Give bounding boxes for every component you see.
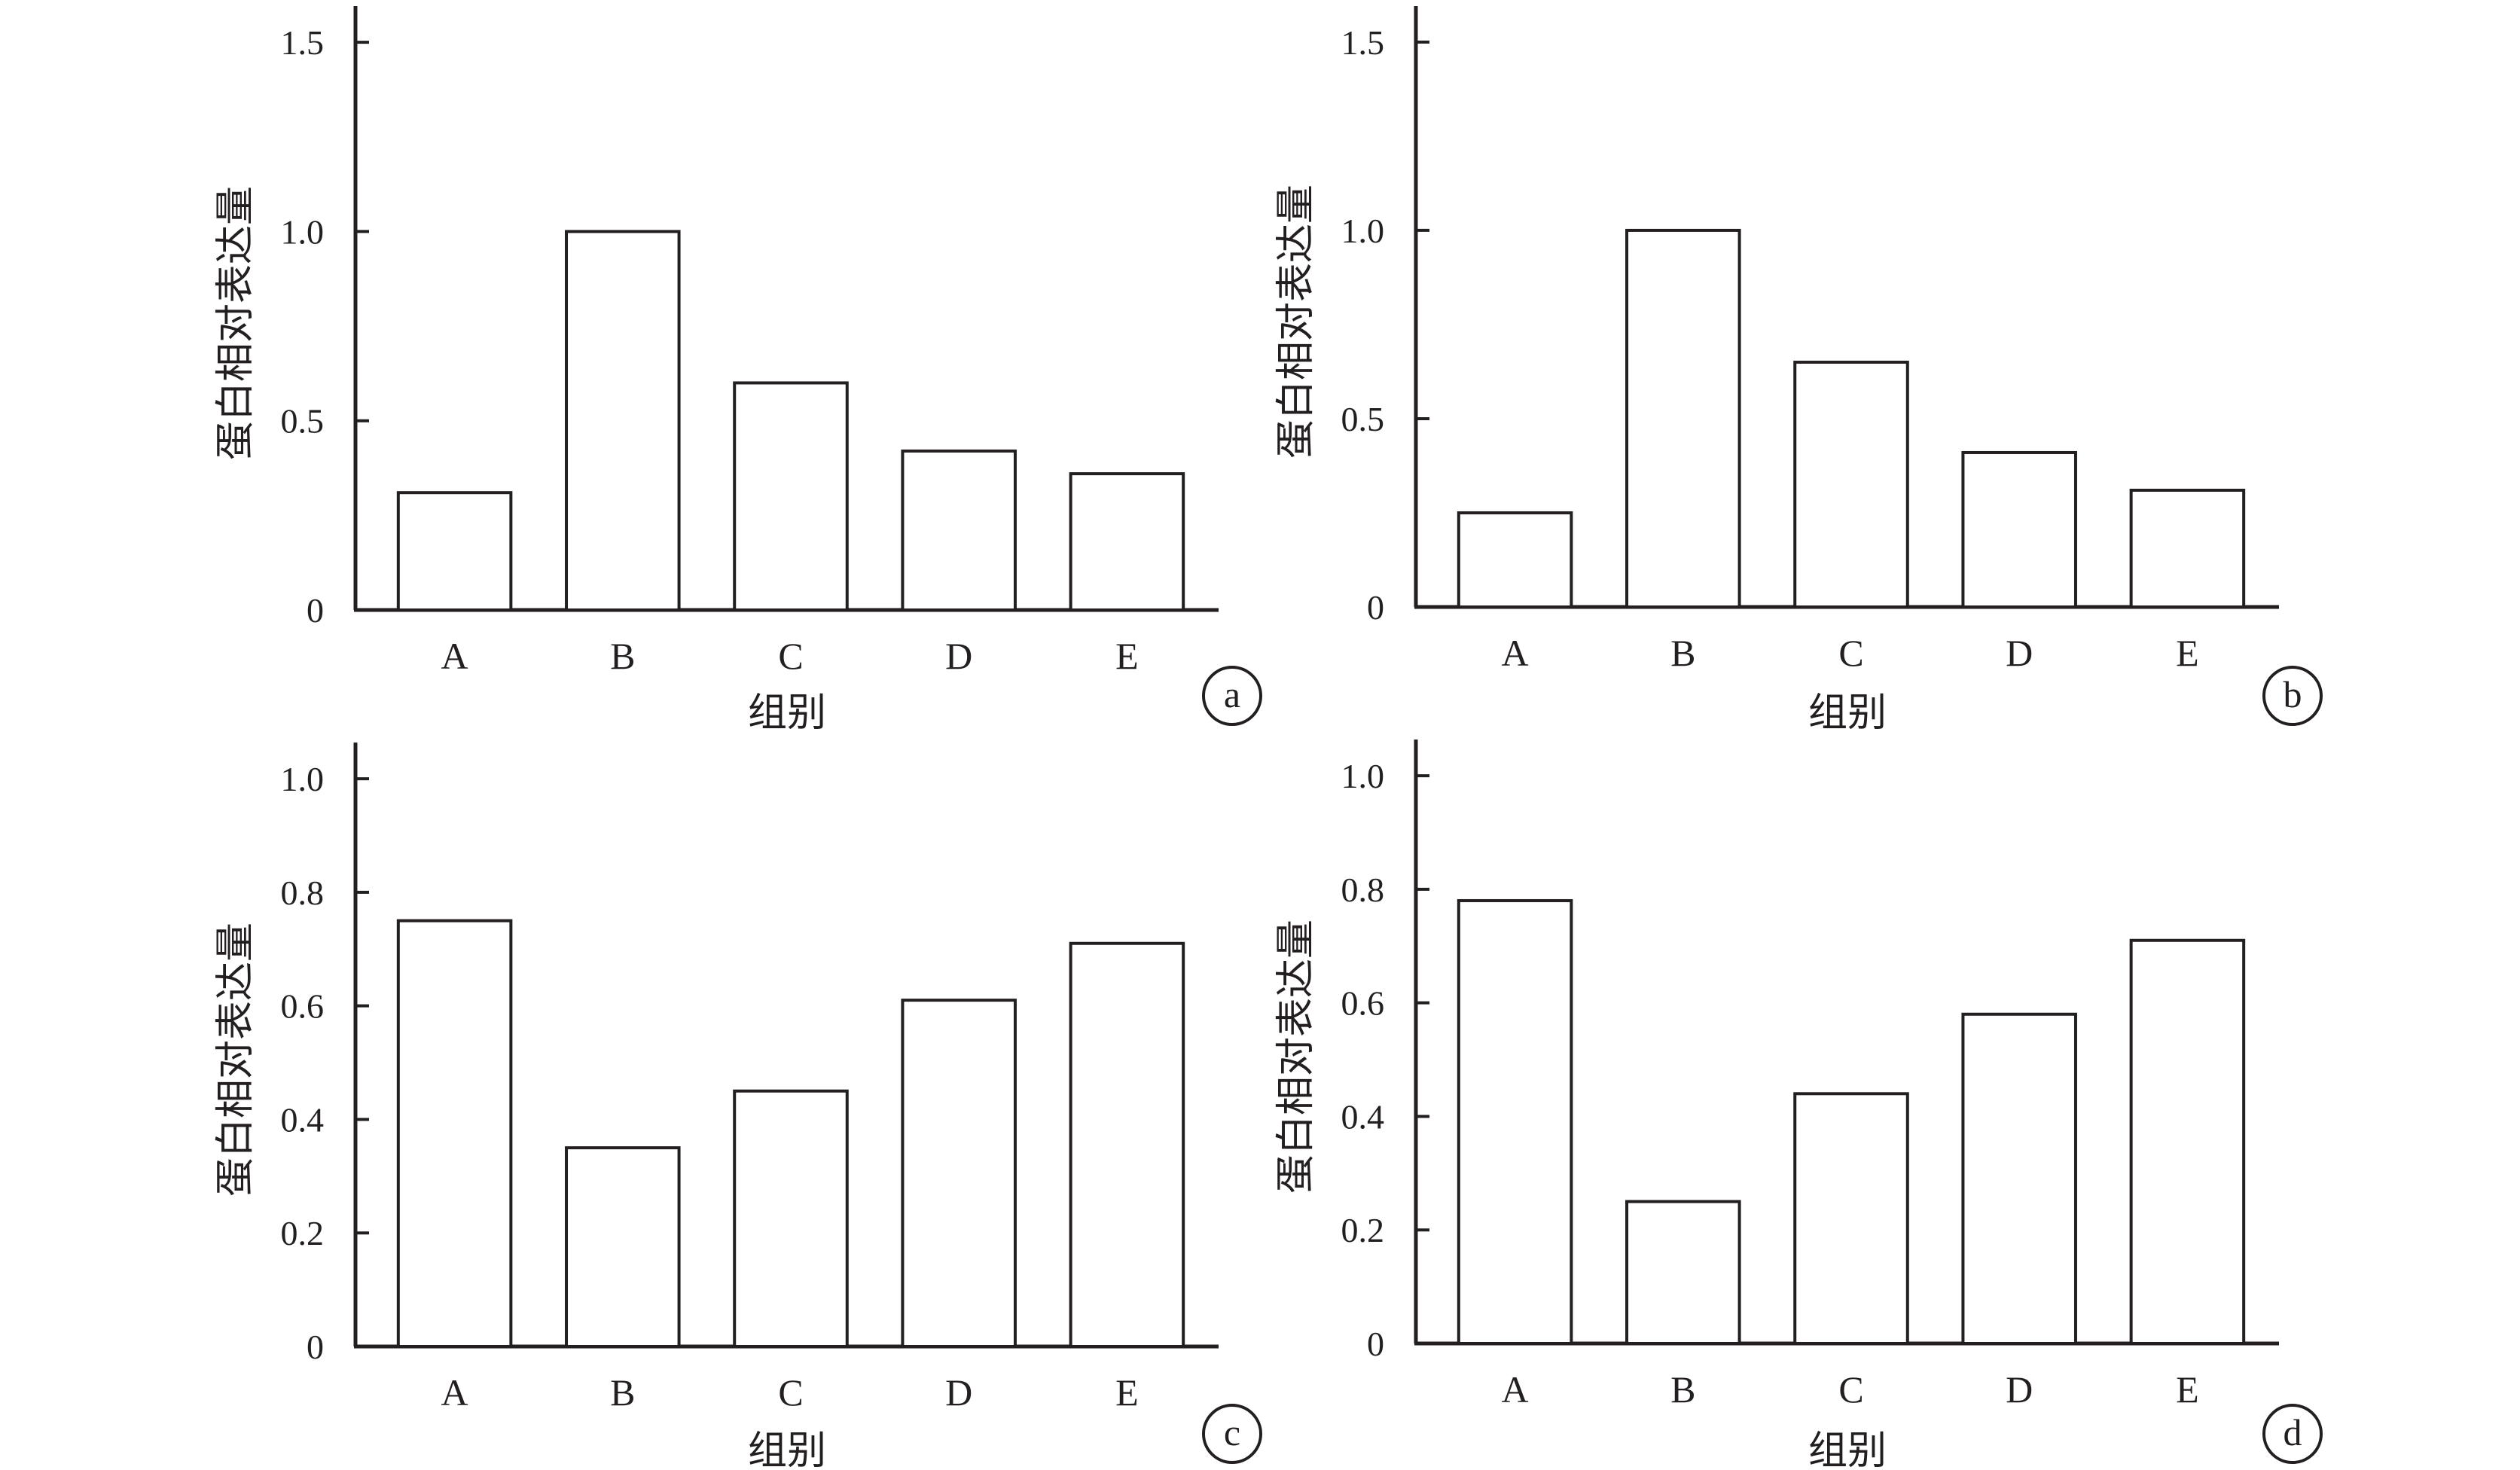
x-category-label: A (1502, 1368, 1529, 1411)
y-tick-label: 0 (307, 1328, 324, 1366)
bar-A (1457, 898, 1573, 1346)
bar-C (1793, 360, 1909, 608)
bar-D (1961, 450, 2077, 609)
y-tick-label: 0.2 (1341, 1211, 1385, 1249)
bar-D (901, 449, 1017, 611)
y-axis-title: 蛋白相对表达量 (213, 186, 258, 460)
x-category-label: C (778, 1371, 803, 1414)
x-axis-title: 组别 (748, 1429, 826, 1470)
bar-B (565, 1146, 681, 1348)
y-tick-label: 0.6 (1341, 984, 1385, 1023)
panel-label-circle (2262, 666, 2323, 726)
y-tick-label: 0.8 (281, 874, 325, 912)
bar-A (396, 491, 513, 611)
x-category-label: E (2176, 1368, 2199, 1411)
x-category-label: C (1838, 1368, 1863, 1411)
bar-C (1793, 1092, 1909, 1346)
y-tick-label: 1.5 (1341, 23, 1385, 62)
y-axis-title: 蛋白相对表达量 (1274, 185, 1319, 459)
panel-label: a (1224, 673, 1240, 715)
x-category-label: E (1115, 635, 1139, 677)
y-axis-title: 蛋白相对表达量 (213, 923, 258, 1197)
bar-B (565, 230, 681, 611)
y-tick-label: 0.8 (1341, 871, 1385, 909)
bar-A (396, 919, 513, 1348)
x-category-label: B (1670, 1368, 1695, 1411)
chart-panel-d: 0 0.2 0.4 0.6 0.8 1.0 A B C D E 组别 蛋白相对表达量 d (1274, 740, 2323, 1470)
y-axis-title: 蛋白相对表达量 (1274, 920, 1319, 1194)
y-tick-label: 0.4 (281, 1100, 325, 1139)
panel-label-circle (1202, 666, 1262, 726)
x-category-label: A (441, 635, 468, 677)
bar-D (1961, 1012, 2077, 1346)
y-tick-label: 1.0 (1341, 212, 1385, 250)
x-category-label: D (2006, 632, 2033, 674)
y-tick-label: 0 (1367, 588, 1384, 627)
panel-label-circle (1202, 1404, 1262, 1464)
chart-panel-c: 0 0.2 0.4 0.6 0.8 1.0 A B C D E 组别 蛋白相对表达量 c (213, 743, 1262, 1470)
x-category-label: A (1502, 632, 1529, 674)
bar-E (1069, 941, 1185, 1349)
chart-panel-a: 0 0.5 1.0 1.5 A B C D E 组别 蛋白相对表达量 a (213, 6, 1262, 736)
x-category-label: B (1670, 632, 1695, 674)
x-axis-title: 组别 (748, 691, 826, 736)
x-category-label: D (945, 1371, 972, 1414)
bar-E (2129, 938, 2246, 1346)
bar-B (1625, 1200, 1741, 1346)
y-tick-label: 0.2 (281, 1214, 325, 1252)
bar-A (1457, 511, 1573, 608)
y-tick-label: 1.0 (281, 212, 325, 251)
bar-D (901, 999, 1017, 1348)
y-tick-label: 0.5 (281, 402, 325, 441)
bar-B (1625, 228, 1741, 608)
bar-C (733, 1089, 849, 1349)
y-tick-label: 1.0 (281, 760, 325, 798)
x-category-label: C (778, 635, 803, 677)
y-tick-label: 0 (1367, 1325, 1384, 1363)
x-category-label: E (1115, 1371, 1139, 1414)
chart-panel-b: 0 0.5 1.0 1.5 A B C D E 组别 蛋白相对表达量 b (1274, 6, 2323, 736)
x-category-label: C (1838, 632, 1863, 674)
panel-label-circle (2262, 1404, 2323, 1464)
panel-label: b (2284, 673, 2302, 715)
bar-C (733, 381, 849, 611)
y-tick-label: 1.0 (1341, 757, 1385, 795)
y-tick-label: 0 (307, 591, 324, 630)
x-category-label: D (945, 635, 972, 677)
y-tick-label: 0.5 (1341, 400, 1385, 438)
panel-label: d (2284, 1411, 2302, 1453)
x-category-label: B (610, 1371, 635, 1414)
x-category-label: D (2006, 1368, 2033, 1411)
panel-label: c (1224, 1411, 1240, 1453)
bar-E (2129, 488, 2246, 609)
x-category-label: B (610, 635, 635, 677)
y-tick-label: 1.5 (281, 23, 325, 62)
bar-E (1069, 472, 1185, 611)
x-axis-title: 组别 (1808, 691, 1887, 736)
x-axis-title: 组别 (1808, 1429, 1887, 1470)
y-tick-label: 0.6 (281, 987, 325, 1026)
y-tick-label: 0.4 (1341, 1097, 1385, 1136)
x-category-label: A (441, 1371, 468, 1414)
x-category-label: E (2176, 632, 2199, 674)
